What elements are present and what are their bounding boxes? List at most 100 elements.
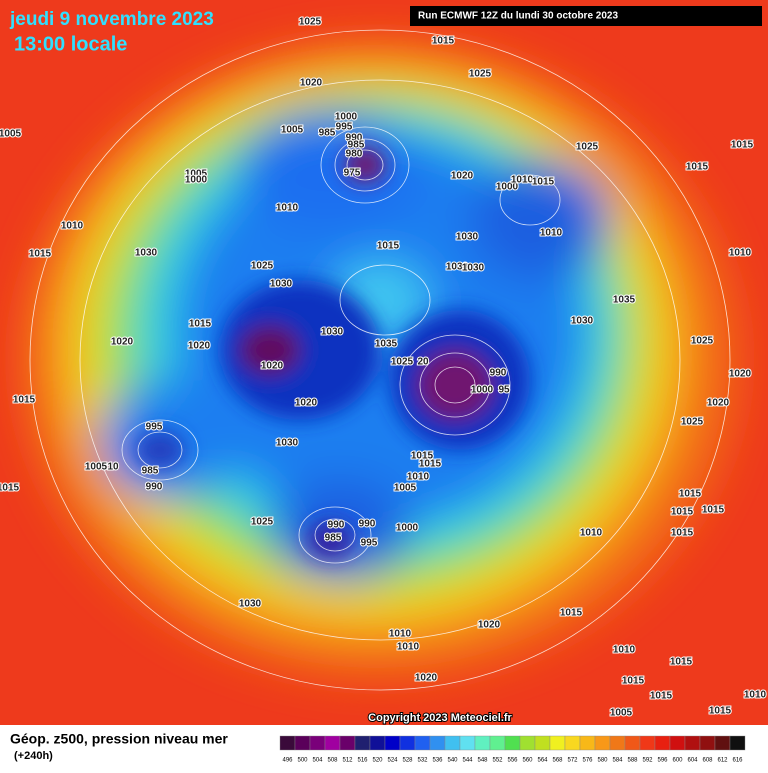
isobar-label: 1005 bbox=[394, 483, 417, 494]
colorbar-label: 496 bbox=[282, 758, 293, 764]
colorbar-swatch bbox=[684, 735, 701, 751]
isobar-label: 1030 bbox=[462, 263, 485, 274]
colorbar-swatch bbox=[339, 735, 356, 751]
isobar-label: 1015 bbox=[679, 489, 702, 500]
isobar-label: 1025 bbox=[299, 17, 322, 28]
colorbar-swatch bbox=[639, 735, 656, 751]
isobar-label: 1020 bbox=[415, 673, 438, 684]
isobar-label: 1005 bbox=[610, 708, 633, 719]
colorbar-swatch bbox=[714, 735, 731, 751]
isobar-labels: 1025 1015 1025 1020 1005 1005 1000 995 985 990 985… bbox=[0, 16, 768, 720]
colorbar-swatch bbox=[504, 735, 521, 751]
colorbar-swatch bbox=[324, 735, 341, 751]
isobar-label: 1015 bbox=[377, 241, 400, 252]
isobar-label: 1015 bbox=[29, 249, 52, 260]
isobar-label: 1025 bbox=[691, 336, 714, 347]
isobar-label: 1035 bbox=[375, 339, 398, 350]
isobar-label: 1025 bbox=[681, 417, 704, 428]
colorbar-label: 528 bbox=[402, 758, 413, 764]
local-time: 13:00 locale bbox=[14, 33, 127, 55]
isobar-label: 975 bbox=[344, 168, 361, 179]
isobar-label: 1015 bbox=[686, 162, 709, 173]
colorbar-label: 536 bbox=[432, 758, 443, 764]
isobar-label: 1005 bbox=[85, 462, 108, 473]
colorbar-label: 504 bbox=[312, 758, 323, 764]
colorbar-label: 572 bbox=[567, 758, 578, 764]
isobar-label: 1030 bbox=[135, 248, 158, 259]
isobar-label: 1020 bbox=[478, 620, 501, 631]
colorbar-swatch bbox=[594, 735, 611, 751]
isobar-label: 1005 bbox=[0, 129, 22, 140]
isobar-label: 995 bbox=[361, 538, 378, 549]
colorbar-swatch bbox=[309, 735, 326, 751]
isobar-label: 20 bbox=[417, 357, 429, 368]
isobar-label: 1015 bbox=[560, 608, 583, 619]
isobar-label: 1020 bbox=[188, 341, 211, 352]
isobar-label: 1000 bbox=[185, 175, 208, 186]
isobar-label: 1010 bbox=[744, 690, 767, 701]
isobar-label: 1030 bbox=[321, 327, 344, 338]
isobar-label: 1015 bbox=[13, 395, 36, 406]
isobar-label: 1010 bbox=[276, 203, 299, 214]
isobar-label: 1030 bbox=[456, 232, 479, 243]
isobar-label: 990 bbox=[359, 519, 376, 530]
colorbar-swatch bbox=[474, 735, 491, 751]
isobar-label: 1025 bbox=[251, 517, 274, 528]
isobar-label: 1015 bbox=[419, 459, 442, 470]
isobar-label: 990 bbox=[490, 368, 507, 379]
isobar-label: 1015 bbox=[671, 528, 694, 539]
colorbar-label: 532 bbox=[417, 758, 428, 764]
colorbar-label: 588 bbox=[627, 758, 638, 764]
isobar-label: 1030 bbox=[239, 599, 262, 610]
isobar-label: 985 bbox=[325, 533, 342, 544]
isobar-label: 1030 bbox=[571, 316, 594, 327]
colorbar: 496 500 504 508 512 516 520 524 528 532 536 540 544 5… bbox=[279, 735, 746, 764]
colorbar-label: 548 bbox=[477, 758, 488, 764]
isobar-label: 1015 bbox=[709, 706, 732, 717]
colorbar-label: 560 bbox=[522, 758, 533, 764]
colorbar-swatch bbox=[294, 735, 311, 751]
colorbar-label: 608 bbox=[702, 758, 713, 764]
isobar-label: 1010 bbox=[613, 645, 636, 656]
run-box bbox=[410, 6, 762, 26]
lead-time: (+240h) bbox=[14, 750, 53, 762]
colorbar-swatch bbox=[534, 735, 551, 751]
colorbar-label: 616 bbox=[732, 758, 743, 764]
copyright: Copyright 2023 Meteociel.fr bbox=[368, 712, 512, 724]
isobar-label: 1015 bbox=[532, 177, 555, 188]
isobar-label: 1015 bbox=[671, 507, 694, 518]
isobar-label: 1015 bbox=[650, 691, 673, 702]
colorbar-label: 596 bbox=[657, 758, 668, 764]
isobar-label: 1015 bbox=[622, 676, 645, 687]
isobar-label: 985 bbox=[142, 466, 159, 477]
isobar-label: 1000 bbox=[396, 523, 419, 534]
isobar-label: 1010 bbox=[389, 629, 412, 640]
colorbar-label: 524 bbox=[387, 758, 398, 764]
date-title: jeudi 9 novembre 2023 bbox=[9, 9, 214, 30]
isobar-label: 990 bbox=[328, 520, 345, 531]
colorbar-label: 500 bbox=[297, 758, 308, 764]
isobar-label: 995 bbox=[336, 122, 353, 133]
isobar-label: 1035 bbox=[613, 295, 636, 306]
colorbar-swatch bbox=[669, 735, 686, 751]
colorbar-label: 592 bbox=[642, 758, 653, 764]
colorbar-swatch bbox=[624, 735, 641, 751]
isobar-label: 1010 bbox=[61, 221, 84, 232]
colorbar-label: 600 bbox=[672, 758, 683, 764]
isobar-label: 1015 bbox=[0, 483, 20, 494]
colorbar-swatch bbox=[279, 735, 296, 751]
isobar-label: 1020 bbox=[261, 361, 284, 372]
isobar-label: 1025 bbox=[469, 69, 492, 80]
colorbar-swatch bbox=[399, 735, 416, 751]
colorbar-swatch bbox=[489, 735, 506, 751]
colorbar-label: 552 bbox=[492, 758, 503, 764]
colorbar-label: 556 bbox=[507, 758, 518, 764]
colorbar-swatch bbox=[369, 735, 386, 751]
colorbar-swatch bbox=[354, 735, 371, 751]
colorbar-swatch bbox=[414, 735, 431, 751]
isobar-label: 990 bbox=[146, 482, 163, 493]
colorbar-swatch bbox=[579, 735, 596, 751]
isobar-label: 1010 bbox=[729, 248, 752, 259]
